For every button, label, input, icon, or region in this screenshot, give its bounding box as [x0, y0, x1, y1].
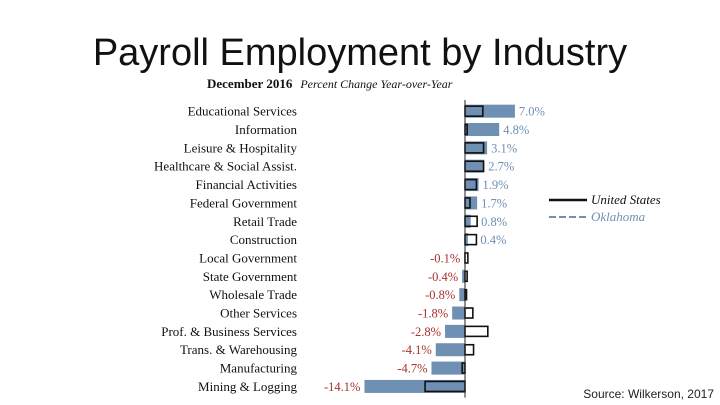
value-label-state-government: -0.4% — [428, 270, 458, 284]
category-label-trans-warehousing: Trans. & Warehousing — [180, 342, 298, 357]
category-label-leisure-hospitality: Leisure & Hospitality — [184, 140, 298, 155]
bar-oklahoma-healthcare-social-assist — [465, 159, 485, 173]
value-label-retail-trade: 0.8% — [481, 215, 507, 229]
bar-oklahoma-leisure-hospitality — [465, 141, 488, 155]
category-label-financial-activities: Financial Activities — [196, 177, 297, 192]
category-label-prof-business-services: Prof. & Business Services — [161, 324, 297, 339]
bar-oklahoma-educational-services — [465, 104, 515, 118]
category-label-information: Information — [235, 122, 298, 137]
category-label-other-services: Other Services — [220, 306, 297, 321]
chart-subtitle-date: December 2016 — [207, 76, 293, 91]
category-label-construction: Construction — [230, 232, 298, 247]
category-label-educational-services: Educational Services — [188, 104, 297, 119]
value-label-educational-services: 7.0% — [519, 105, 545, 119]
bar-oklahoma-information — [465, 123, 500, 137]
bar-oklahoma-state-government — [462, 269, 465, 283]
value-label-local-government: -0.1% — [430, 251, 460, 265]
value-label-trans-warehousing: -4.1% — [402, 343, 432, 357]
chart-subtitle-measure: Percent Change Year-over-Year — [299, 77, 452, 91]
value-label-financial-activities: 1.9% — [483, 178, 509, 192]
category-label-wholesale-trade: Wholesale Trade — [209, 287, 297, 302]
bar-oklahoma-retail-trade — [465, 214, 471, 228]
value-label-healthcare-social-assist: 2.7% — [488, 160, 514, 174]
bar-us-trans-warehousing — [464, 343, 475, 356]
slide-title: Payroll Employment by Industry — [92, 32, 628, 74]
category-label-local-government: Local Government — [199, 250, 297, 265]
bar-oklahoma-financial-activities — [465, 178, 479, 192]
bar-oklahoma-wholesale-trade — [459, 288, 465, 302]
legend-us-label: United States — [591, 192, 661, 207]
category-label-manufacturing: Manufacturing — [220, 361, 298, 376]
value-label-wholesale-trade: -0.8% — [425, 288, 455, 302]
value-label-other-services: -1.8% — [418, 307, 448, 321]
bar-us-other-services — [464, 307, 474, 319]
value-label-prof-business-services: -2.8% — [411, 325, 441, 339]
bar-oklahoma-construction — [465, 233, 468, 247]
bar-oklahoma-other-services — [452, 306, 465, 320]
bar-us-prof-business-services — [464, 325, 489, 338]
value-label-leisure-hospitality: 3.1% — [491, 141, 517, 155]
bar-oklahoma-manufacturing — [431, 361, 465, 375]
value-label-information: 4.8% — [503, 123, 529, 137]
category-label-federal-government: Federal Government — [190, 195, 298, 210]
value-label-mining-logging: -14.1% — [324, 380, 360, 394]
bar-oklahoma-federal-government — [465, 196, 478, 210]
value-label-manufacturing: -4.7% — [397, 362, 427, 376]
bar-oklahoma-prof-business-services — [445, 324, 465, 338]
bar-oklahoma-trans-warehousing — [435, 343, 465, 357]
category-label-retail-trade: Retail Trade — [233, 214, 297, 229]
bar-oklahoma-mining-logging — [364, 379, 465, 393]
legend-ok-label: Oklahoma — [591, 209, 646, 224]
category-label-state-government: State Government — [203, 269, 298, 284]
value-label-federal-government: 1.7% — [481, 196, 507, 210]
chart-legend: United States Oklahoma — [549, 192, 661, 224]
chart-subtitle: December 2016 Percent Change Year-over-Y… — [207, 75, 453, 92]
value-label-construction: 0.4% — [480, 233, 506, 247]
source-note: Source: Wilkerson, 2017 — [583, 387, 714, 401]
category-label-mining-logging: Mining & Logging — [198, 379, 297, 394]
category-label-healthcare-social-assist: Healthcare & Social Assist. — [154, 159, 297, 174]
